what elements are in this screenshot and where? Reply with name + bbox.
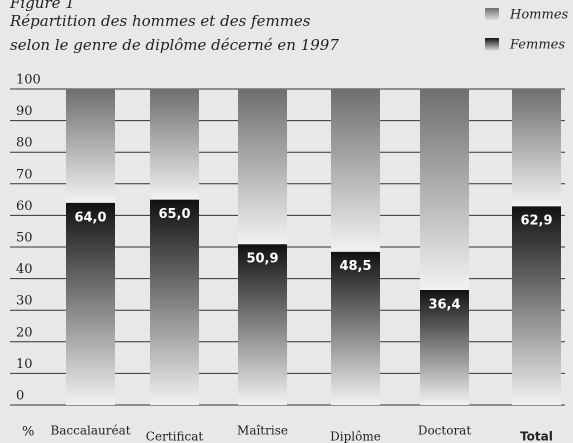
y-tick-label: 70 [16, 167, 33, 182]
data-label: 65,0 [158, 207, 190, 222]
data-label: 48,5 [339, 259, 371, 274]
legend-label: Femmes [509, 38, 565, 53]
legend-swatch [485, 38, 499, 52]
y-tick-label: 50 [16, 231, 33, 246]
y-tick-label: 20 [16, 325, 33, 340]
x-tick-label: Certificat [146, 430, 204, 443]
bar-segment [238, 89, 287, 245]
bar-segment [331, 89, 380, 252]
legend-label: Hommes [509, 8, 569, 23]
x-tick-label: Diplôme [330, 430, 381, 443]
data-label: 50,9 [246, 252, 278, 267]
y-tick-label: 10 [16, 357, 33, 372]
y-tick-label: 40 [16, 262, 33, 277]
bar-segment [512, 89, 561, 207]
y-tick-label: 80 [16, 136, 33, 151]
legend-swatch [485, 8, 499, 22]
x-tick-label: Doctorat [418, 424, 472, 438]
y-axis-label: % [22, 425, 34, 440]
bar-segment [331, 251, 380, 405]
y-tick-label: 90 [16, 104, 33, 119]
data-label: 36,4 [428, 297, 460, 312]
data-label: 62,9 [520, 214, 552, 229]
chart-subtitle: Répartition des hommes et des femmes [9, 12, 311, 30]
chart-title: Figure 1 [9, 0, 75, 12]
bar-segment [512, 206, 561, 405]
x-tick-label: Maîtrise [237, 424, 288, 438]
bar-segment [420, 289, 469, 405]
bar-segment [238, 244, 287, 405]
chart-subtitle: selon le genre de diplôme décerné en 199… [10, 36, 339, 54]
bar-segment [66, 89, 115, 203]
x-tick-label: Total [520, 430, 553, 443]
y-tick-label: 100 [16, 73, 41, 88]
y-tick-label: 30 [16, 294, 33, 309]
bar-segment [420, 89, 469, 290]
x-tick-label: Baccalauréat [50, 424, 130, 438]
bar-segment [150, 199, 199, 405]
bar-segment [66, 202, 115, 405]
y-tick-label: 0 [16, 389, 24, 404]
bar-segment [150, 89, 199, 200]
data-label: 64,0 [74, 210, 106, 225]
y-tick-label: 60 [16, 199, 33, 214]
